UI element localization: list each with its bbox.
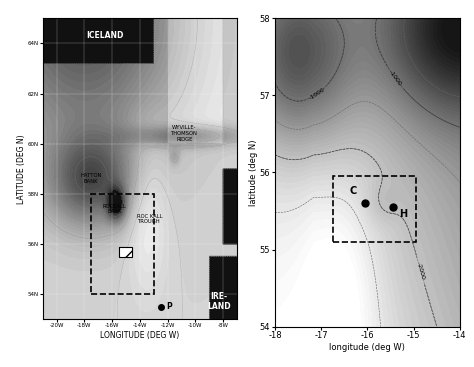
Text: -1000: -1000 xyxy=(388,70,403,87)
Text: -2000: -2000 xyxy=(416,262,426,280)
Bar xyxy=(91,194,154,294)
X-axis label: LONGITUDE (DEG W): LONGITUDE (DEG W) xyxy=(100,331,180,340)
Y-axis label: LATITUDE (DEG N): LATITUDE (DEG N) xyxy=(17,134,26,204)
Text: HATTON
BANK: HATTON BANK xyxy=(81,174,102,184)
Bar xyxy=(333,176,416,242)
Text: IRE-
LAND: IRE- LAND xyxy=(207,292,231,312)
Text: ROCKALL
BANK: ROCKALL BANK xyxy=(103,204,127,214)
Text: WYVILLE-
THOMSON
RIDGE: WYVILLE- THOMSON RIDGE xyxy=(171,126,198,142)
Text: H: H xyxy=(399,209,408,219)
Text: ICELAND: ICELAND xyxy=(86,32,124,40)
Y-axis label: latitude (deg N): latitude (deg N) xyxy=(249,139,258,206)
Bar xyxy=(119,247,131,257)
Bar xyxy=(119,247,131,257)
X-axis label: longitude (deg W): longitude (deg W) xyxy=(329,343,405,352)
Text: -1000: -1000 xyxy=(308,87,326,101)
Text: ROC KALL
TROUGH: ROC KALL TROUGH xyxy=(137,214,162,224)
Text: C: C xyxy=(350,186,357,196)
Text: P: P xyxy=(166,302,172,311)
